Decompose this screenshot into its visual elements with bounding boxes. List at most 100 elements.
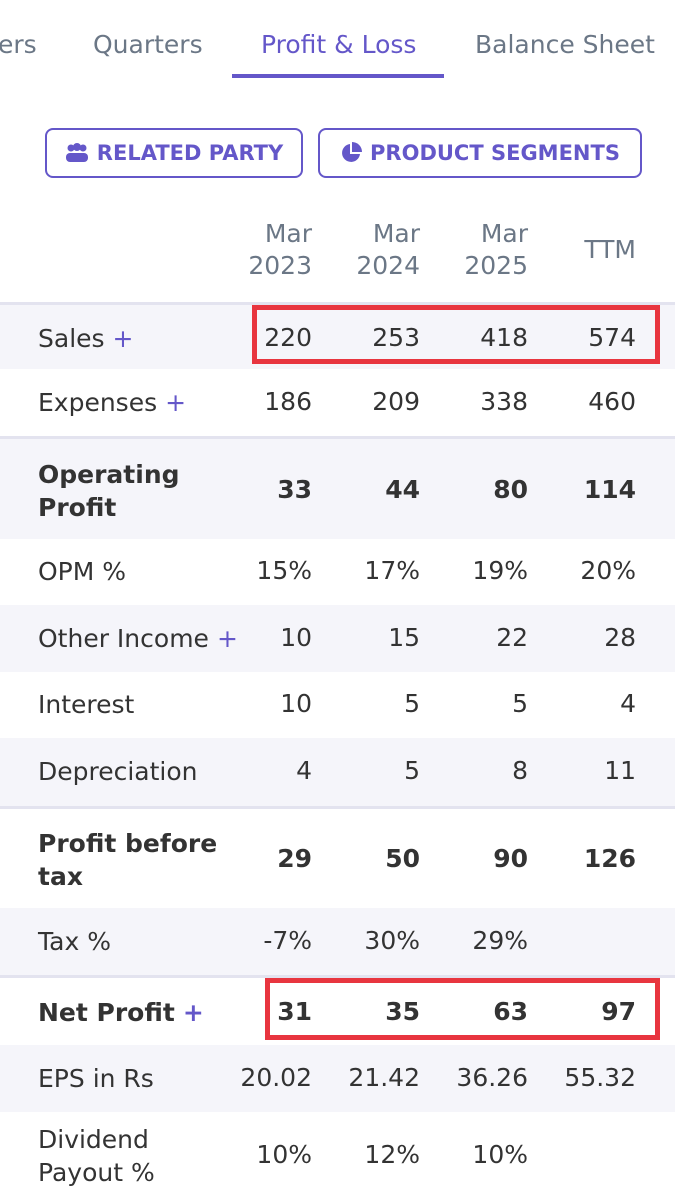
cell-value: 114: [583, 474, 636, 504]
table-row: EPS in Rs 20.02 21.42 36.26 55.32: [0, 1045, 675, 1112]
table-row: Depreciation 4 5 8 11: [0, 738, 675, 806]
cell-value: 126: [583, 844, 636, 873]
row-label: Net Profit +: [38, 996, 238, 1029]
row-label: Other Income +: [38, 622, 238, 655]
tab[interactable]: Quarters: [93, 30, 203, 59]
cell-value: 12%: [364, 1140, 420, 1169]
row-label: Tax %: [38, 925, 238, 958]
tab[interactable]: Profit & Loss: [261, 30, 417, 59]
table-row: Net Profit +31 35 63 97: [0, 975, 675, 1045]
button[interactable]: RELATED PARTY: [45, 128, 303, 178]
column-header-line: Mar: [372, 219, 420, 248]
label-text: Interest: [38, 690, 135, 719]
icon: [65, 143, 89, 163]
table-row: Expenses +186 209 338 460: [0, 369, 675, 436]
label-text: Net Profit: [38, 998, 175, 1027]
cell-value: 33: [277, 474, 312, 504]
cell-value: 5: [404, 689, 420, 718]
table-row: Sales +220 253 418 574: [0, 302, 675, 369]
expand-toggle[interactable]: +: [112, 323, 134, 353]
cell-value: 28: [604, 622, 636, 652]
tab[interactable]: Balance Sheet: [475, 30, 655, 59]
cell-value: 31: [277, 997, 312, 1026]
table-row: Profit before tax 29 50 90 126: [0, 806, 675, 908]
cell-value: 574: [588, 322, 636, 352]
cell-value: 338: [480, 386, 528, 416]
expand-toggle[interactable]: +: [165, 387, 187, 417]
highlight-box: [265, 978, 660, 1040]
cell-value: 35: [385, 997, 420, 1026]
cell-value: 15%: [256, 556, 312, 585]
tab[interactable]: ers: [0, 30, 37, 59]
cell-value: 19%: [472, 556, 528, 585]
cell-value: 11: [604, 756, 636, 785]
table-row: Interest 10 5 5 4: [0, 672, 675, 738]
column-header-line: 2023: [248, 251, 312, 280]
active-tab-underline: [232, 74, 444, 78]
highlight-box: [252, 305, 660, 364]
label-text: Dividend Payout %: [38, 1125, 155, 1187]
row-label: Profit before tax: [38, 827, 238, 893]
row-label: Depreciation: [38, 755, 238, 788]
table-row: Dividend Payout % 10% 12% 10%: [0, 1112, 675, 1200]
column-header-line: Mar: [264, 219, 312, 248]
label-text: EPS in Rs: [38, 1063, 154, 1093]
cell-value: 460: [588, 386, 636, 416]
cell-value: 209: [372, 386, 420, 416]
row-label: Sales +: [38, 322, 238, 355]
cell-value: 20%: [580, 556, 636, 585]
row-label: Interest: [38, 688, 238, 721]
table-row: Operating Profit 33 44 80 114: [0, 436, 675, 539]
expand-toggle[interactable]: +: [216, 623, 238, 653]
table-row: Other Income +10 15 22 28: [0, 605, 675, 672]
cell-value: 36.26: [456, 1062, 528, 1092]
column-header-line: TTM: [584, 235, 636, 264]
cell-value: 21.42: [348, 1062, 420, 1092]
table-row: OPM % 15% 17% 19% 20%: [0, 539, 675, 605]
label-text: Operating Profit: [38, 459, 180, 522]
column-header: Mar 2023: [192, 218, 312, 282]
column-header-line: 2025: [464, 251, 528, 280]
row-label: Expenses +: [38, 386, 238, 419]
cell-value: 97: [601, 997, 636, 1026]
cell-value: 5: [404, 756, 420, 785]
cell-value: 220: [264, 322, 312, 352]
label-text: Other Income: [38, 623, 209, 653]
cell-value: 253: [372, 322, 420, 352]
cell-value: 8: [512, 756, 528, 785]
cell-value: 418: [480, 322, 528, 352]
column-header: Mar 2025: [408, 218, 528, 282]
cell-value: 63: [493, 997, 528, 1026]
icon: [340, 142, 363, 164]
label-text: Expenses: [38, 387, 158, 417]
expand-toggle[interactable]: +: [182, 998, 204, 1027]
cell-value: 50: [385, 844, 420, 873]
column-header-line: Mar: [480, 219, 528, 248]
row-label: OPM %: [38, 555, 238, 588]
cell-value: 20.02: [240, 1062, 312, 1092]
column-header: Mar 2024: [300, 218, 420, 282]
cell-value: 10%: [256, 1140, 312, 1169]
cell-value: 4: [296, 756, 312, 785]
label-text: Sales: [38, 323, 105, 353]
cell-value: 10%: [472, 1140, 528, 1169]
cell-value: 15: [388, 622, 420, 652]
cell-value: 80: [493, 474, 528, 504]
row-label: EPS in Rs: [38, 1062, 238, 1095]
label-text: Tax %: [38, 926, 111, 956]
cell-value: 22: [496, 622, 528, 652]
row-label: Operating Profit: [38, 458, 238, 524]
cell-value: 90: [493, 844, 528, 873]
button-label: RELATED PARTY: [96, 141, 284, 165]
row-label: Dividend Payout %: [38, 1123, 238, 1189]
cell-value: 17%: [364, 556, 420, 585]
label-text: Depreciation: [38, 757, 198, 786]
cell-value: 10: [280, 689, 312, 718]
button-label: PRODUCT SEGMENTS: [370, 141, 620, 165]
button[interactable]: PRODUCT SEGMENTS: [318, 128, 642, 178]
cell-value: 10: [280, 622, 312, 652]
cell-value: 44: [385, 474, 420, 504]
label-text: Profit before tax: [38, 829, 218, 891]
cell-value: 4: [620, 689, 636, 718]
